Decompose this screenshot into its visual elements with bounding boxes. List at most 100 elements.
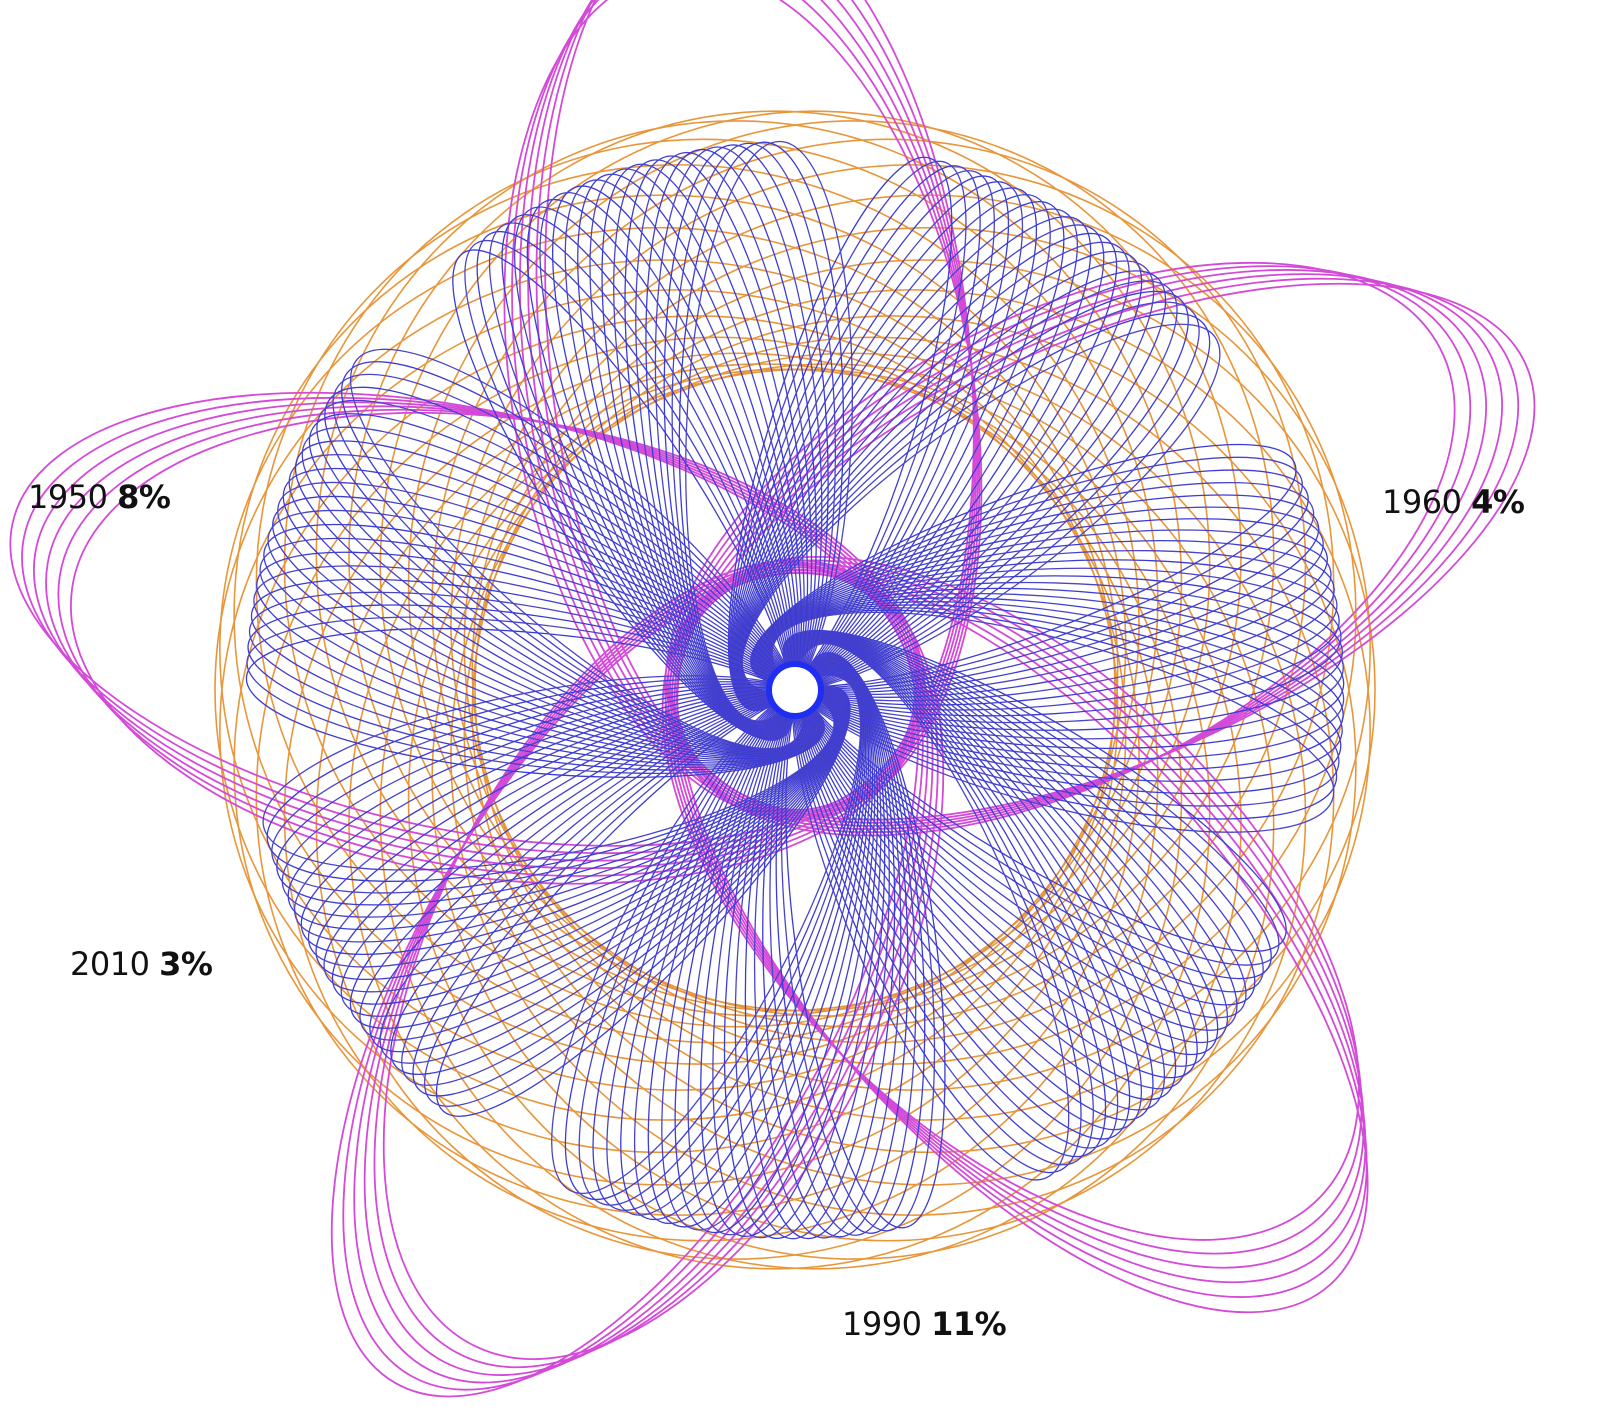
blue-loop <box>476 230 794 740</box>
blue-loop <box>654 146 823 727</box>
blue-loop <box>288 453 811 755</box>
blue-loop <box>785 652 946 1229</box>
blue-loop <box>323 690 844 993</box>
blue-loop <box>762 656 909 1238</box>
orange-loop <box>255 164 1140 1044</box>
year: 2010 <box>70 945 150 983</box>
magenta-loop <box>675 282 1536 821</box>
blue-loop <box>262 675 835 871</box>
blue-loop <box>663 144 829 725</box>
blue-loop <box>792 642 1082 1174</box>
blue-loop <box>754 506 1324 696</box>
blue-loop <box>635 151 813 729</box>
blue-loop <box>606 670 866 1216</box>
blue-loop <box>401 687 850 1086</box>
blue-loop <box>750 456 1303 689</box>
blue-loop <box>769 655 917 1236</box>
blue-loop <box>780 653 936 1232</box>
blue-loop <box>277 481 813 757</box>
blue-loop <box>340 690 846 1017</box>
blue-loop <box>539 191 795 736</box>
blue-loop <box>769 607 1340 807</box>
blue-loop <box>315 689 843 981</box>
blue-loop <box>256 551 819 762</box>
label: 2010 3% <box>70 945 213 983</box>
blue-loop <box>734 659 890 1240</box>
blue-loop <box>464 239 794 741</box>
percent: 11% <box>931 1305 1007 1343</box>
blue-loop <box>324 386 806 752</box>
blue-loop <box>412 686 850 1097</box>
blue-loop <box>700 662 879 1238</box>
year: 1950 <box>28 478 108 516</box>
blue-loop <box>379 688 848 1064</box>
orange-loop <box>219 289 1119 1154</box>
blue-loop <box>552 185 796 735</box>
blue-loop <box>674 665 874 1234</box>
blue-loop <box>293 687 841 943</box>
blue-loop <box>764 592 1345 760</box>
blue-loop <box>452 249 794 741</box>
blue-loop <box>332 373 805 751</box>
blue-loop <box>737 260 1155 697</box>
blue-loop <box>788 632 1238 1031</box>
blue-loop <box>564 673 863 1201</box>
magenta-loop <box>669 269 1487 830</box>
orange-loop <box>407 120 1275 1017</box>
blue-loop <box>687 663 876 1236</box>
blue-loop <box>740 312 1211 694</box>
blue-loop <box>712 661 882 1239</box>
blue-loop <box>783 630 1280 966</box>
blue-loop <box>793 641 1094 1166</box>
blue-loop <box>263 523 816 760</box>
blue-loop <box>589 168 800 732</box>
year: 1990 <box>842 1305 922 1343</box>
blue-loop <box>613 159 805 731</box>
blue-loop <box>578 672 863 1206</box>
blue-loop <box>349 348 804 750</box>
blue-loop <box>514 206 794 738</box>
blue-loop <box>592 671 864 1211</box>
blue-loop <box>250 578 821 766</box>
magenta-loop <box>676 572 1369 1314</box>
orange-loop <box>379 368 1242 1270</box>
blue-loop <box>369 689 848 1053</box>
orange-loop <box>474 259 1376 1121</box>
blue-loop <box>276 683 838 906</box>
blue-loop <box>266 678 836 882</box>
blue-loop <box>744 658 896 1240</box>
magenta-loop <box>667 562 1365 1269</box>
percent: 4% <box>1471 483 1525 521</box>
blue-loop <box>341 361 804 750</box>
blue-loop <box>501 214 794 738</box>
blue-loop <box>390 688 849 1075</box>
blue-loop <box>787 632 1247 1019</box>
orange-loop <box>255 336 1140 1216</box>
blue-loop <box>633 668 868 1225</box>
blue-loop <box>755 518 1328 698</box>
blue-loop <box>685 140 854 722</box>
blue-loop <box>272 495 814 758</box>
year: 1960 <box>1382 483 1462 521</box>
blue-loop <box>331 690 845 1005</box>
blue-loop <box>435 685 851 1117</box>
blue-loop <box>601 163 803 732</box>
orange-loop <box>379 110 1242 1012</box>
blue-loop <box>731 181 1024 706</box>
label: 1950 8% <box>28 478 171 516</box>
percent: 8% <box>117 478 171 516</box>
orange-loop <box>348 368 1211 1270</box>
blue-loop <box>671 142 836 724</box>
blue-loop <box>247 604 823 771</box>
blue-loop <box>488 222 794 739</box>
blue-loop <box>753 657 902 1239</box>
blue-loop <box>300 688 842 956</box>
blue-loop <box>423 686 851 1107</box>
blue-loop <box>759 559 1340 717</box>
blue-loop <box>246 616 824 775</box>
orange-loop <box>214 259 1116 1121</box>
blue-loop <box>301 426 809 754</box>
blue-loop <box>775 654 926 1234</box>
label: 1990 11% <box>842 1305 1007 1343</box>
